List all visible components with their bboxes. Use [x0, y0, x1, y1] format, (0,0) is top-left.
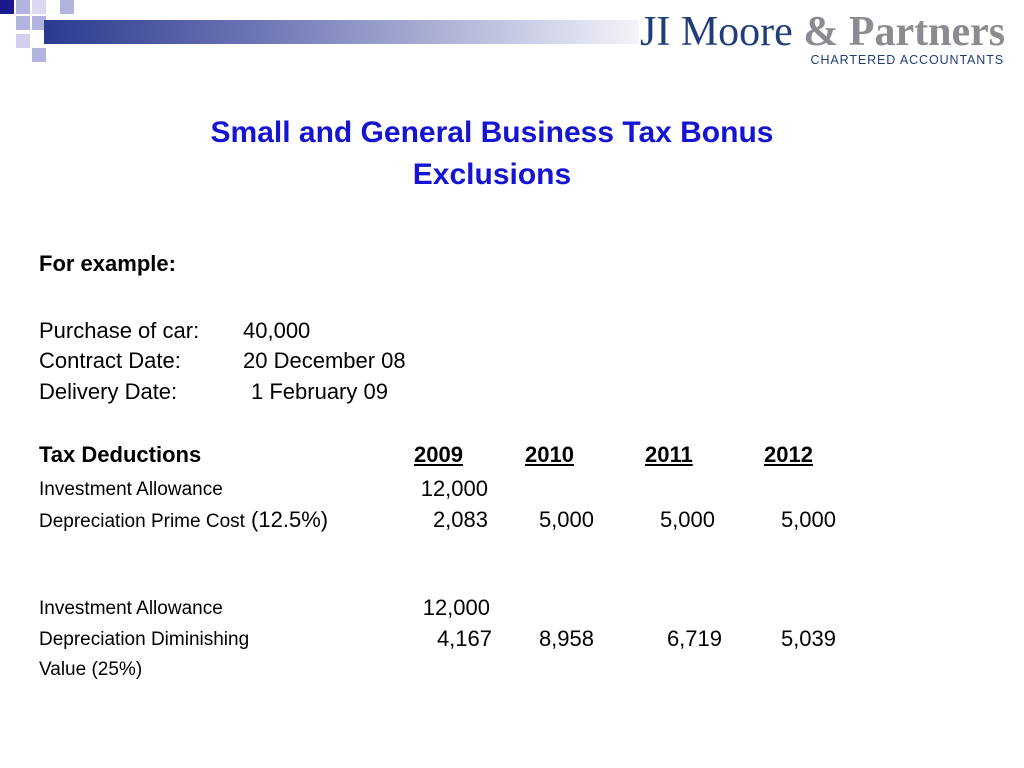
slide-title-line2: Exclusions [412, 158, 572, 191]
decorative-square [32, 16, 46, 30]
prime-cost-rate: (12.5%) [251, 507, 329, 532]
year-header-2010: 2010 [525, 442, 574, 467]
firm-logo: JI Moore & Partners CHARTERED ACCOUNTANT… [640, 6, 1012, 70]
decorative-square [32, 0, 46, 14]
logo-name-part2: & Partners [803, 9, 1006, 55]
year-header-2009: 2009 [414, 442, 463, 467]
prime-cost-value-2009: 2,083 [432, 507, 488, 532]
decorative-square [60, 0, 74, 14]
contract-date-label: Contract Date: [39, 348, 181, 373]
tax-deductions-heading: Tax Deductions [39, 442, 202, 467]
investment-allowance-value-2: 12,000 [422, 595, 490, 620]
decorative-square [0, 0, 14, 14]
delivery-date-label: Delivery Date: [39, 379, 178, 404]
decorative-square [16, 16, 30, 30]
diminishing-value-2011: 6,719 [666, 626, 722, 651]
decorative-square [16, 34, 30, 48]
year-header-2011: 2011 [645, 442, 693, 467]
diminishing-value-2010: 8,958 [538, 626, 594, 651]
year-header-2012: 2012 [764, 442, 813, 467]
purchase-label: Purchase of car: [39, 318, 200, 343]
diminishing-depreciation-label-line2: Value (25%) [39, 659, 143, 680]
logo-name-part1: JI Moore [640, 9, 793, 55]
prime-cost-value-2012: 5,000 [780, 507, 836, 532]
diminishing-depreciation-label-line1: Depreciation Diminishing [39, 629, 250, 650]
purchase-value: 40,000 [243, 318, 311, 343]
logo-name: JI Moore & Partners [640, 10, 1005, 54]
decorative-square [16, 0, 30, 14]
prime-cost-value-2011: 5,000 [659, 507, 715, 532]
prime-cost-depreciation-label: Depreciation Prime Cost (12.5%) [39, 507, 328, 535]
prime-cost-value-2010: 5,000 [538, 507, 594, 532]
slide-title: Small and General Business Tax Bonus Exc… [100, 112, 884, 196]
investment-allowance-value: 12,000 [420, 476, 488, 501]
example-heading: For example: [39, 251, 176, 276]
delivery-date-value: 1 February 09 [251, 379, 388, 404]
diminishing-value-2009: 4,167 [436, 626, 492, 651]
slide-title-line1: Small and General Business Tax Bonus [210, 116, 774, 149]
header-decoration [0, 0, 1024, 70]
decorative-square [32, 48, 46, 62]
investment-allowance-label-2: Investment Allowance [39, 598, 223, 619]
investment-allowance-label: Investment Allowance [39, 479, 223, 500]
header-gradient-bar [44, 20, 639, 44]
prime-cost-depreciation-text: Depreciation Prime Cost [39, 511, 245, 532]
diminishing-value-2012: 5,039 [780, 626, 836, 651]
logo-subtitle: CHARTERED ACCOUNTANTS [810, 53, 1004, 67]
contract-date-value: 20 December 08 [243, 348, 406, 373]
